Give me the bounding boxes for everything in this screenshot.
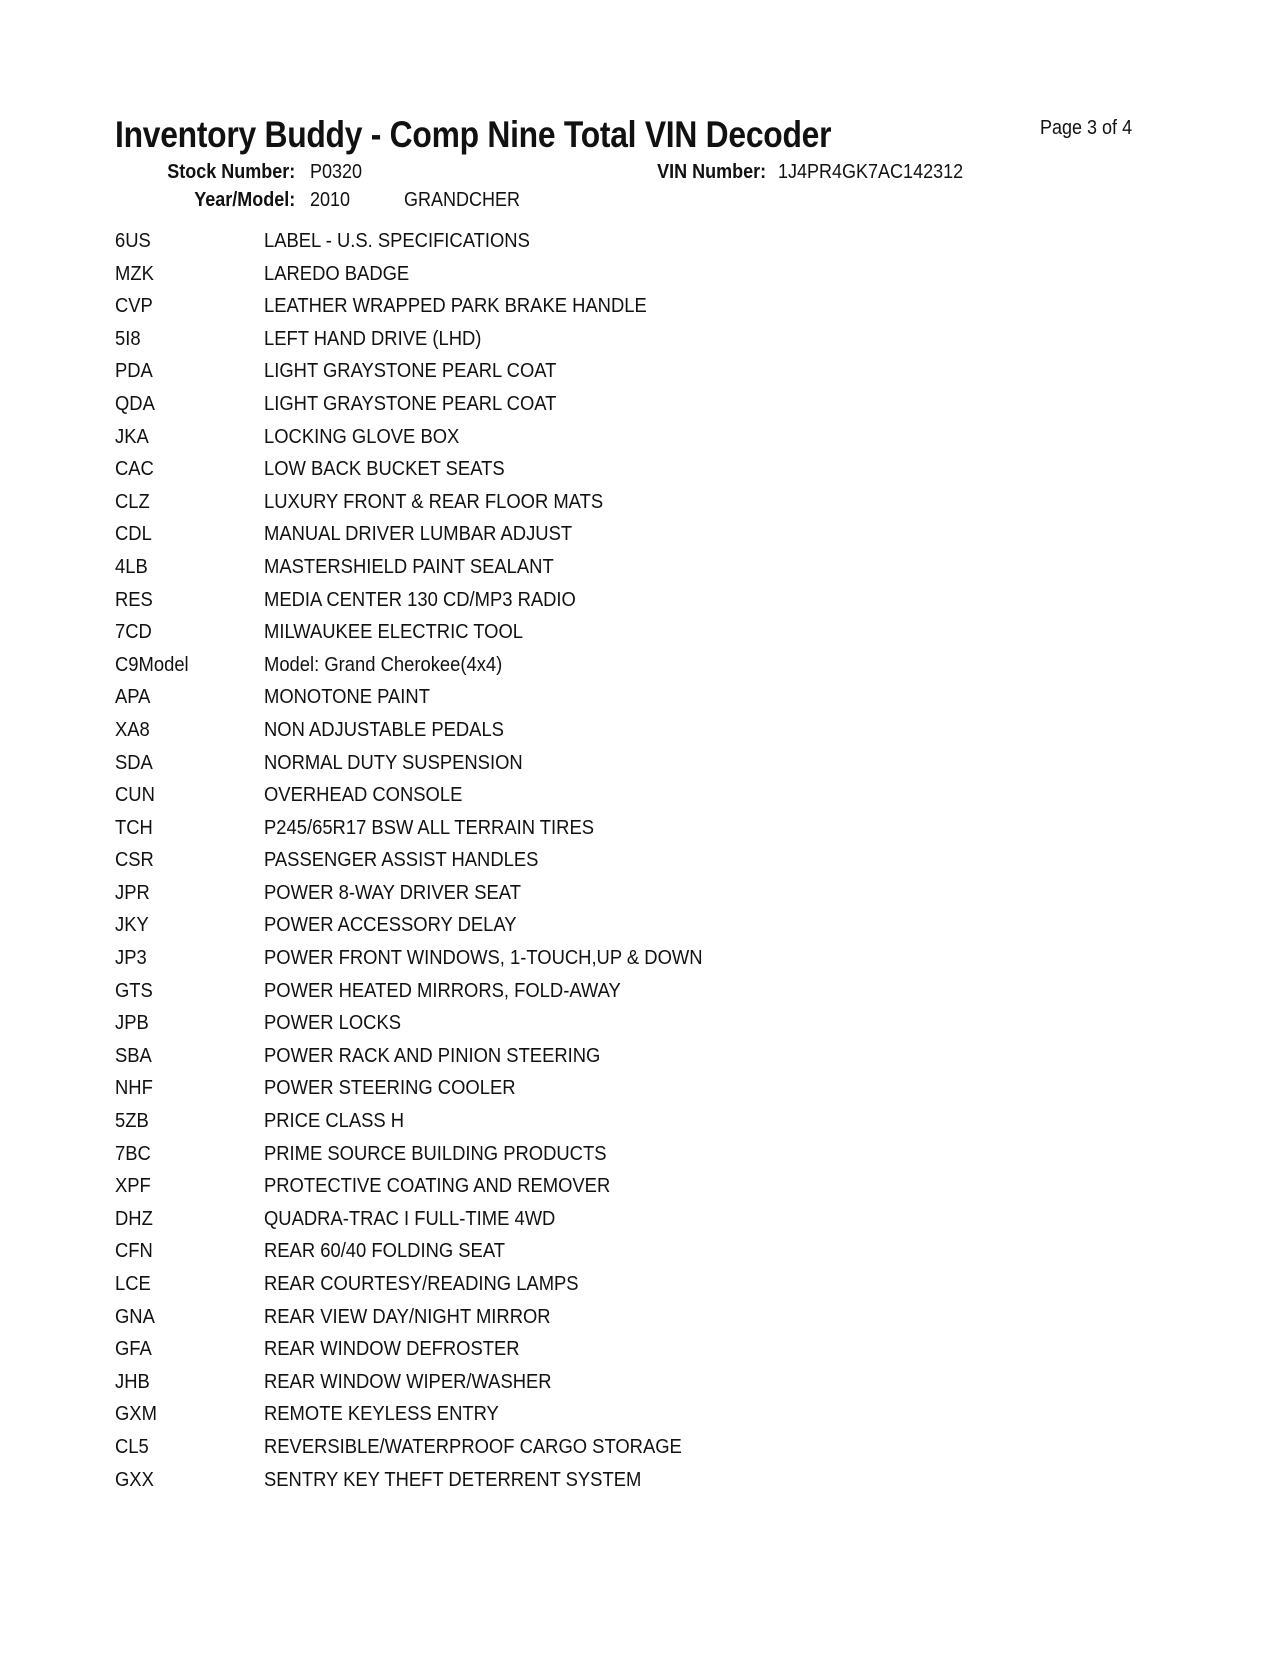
option-code: CVP [115, 295, 153, 318]
page-indicator: Page 3 of 4 [1040, 117, 1133, 139]
option-code: 4LB [115, 555, 148, 578]
option-code: GXX [115, 1468, 154, 1491]
option-description: LIGHT GRAYSTONE PEARL COAT [264, 392, 557, 415]
option-description: REAR COURTESY/READING LAMPS [264, 1273, 579, 1295]
vin-label: VIN Number: [656, 161, 766, 183]
report-title: Inventory Buddy - Comp Nine Total VIN De… [115, 114, 832, 155]
option-code: SBA [115, 1044, 152, 1067]
option-description: POWER ACCESSORY DELAY [264, 914, 517, 937]
option-code: XPF [115, 1175, 151, 1198]
option-code: 5ZB [115, 1110, 149, 1133]
option-code: SDA [115, 751, 153, 774]
option-code: CSR [115, 849, 154, 872]
option-code: APA [115, 686, 151, 709]
option-code: GTS [115, 979, 153, 1002]
option-description: LABEL - U.S. SPECIFICATIONS [264, 230, 530, 252]
option-description: PROTECTIVE COATING AND REMOVER [264, 1175, 611, 1198]
option-description: REAR 60/40 FOLDING SEAT [264, 1240, 505, 1263]
option-code: GNA [115, 1305, 155, 1328]
option-code: JHB [115, 1370, 150, 1393]
option-code: MZK [115, 262, 154, 285]
option-description: LOW BACK BUCKET SEATS [264, 458, 505, 481]
option-description: PRICE CLASS H [264, 1110, 405, 1133]
option-description: POWER 8-WAY DRIVER SEAT [264, 881, 521, 904]
option-description: PRIME SOURCE BUILDING PRODUCTS [264, 1142, 607, 1165]
option-code: JPB [115, 1012, 149, 1035]
option-code: QDA [115, 392, 155, 415]
option-description: LEFT HAND DRIVE (LHD) [264, 327, 482, 350]
option-code: GFA [115, 1338, 152, 1361]
year-model-label: Year/Model: [193, 189, 295, 211]
option-description: PASSENGER ASSIST HANDLES [264, 849, 539, 872]
option-description: MONOTONE PAINT [264, 686, 430, 709]
option-description: POWER FRONT WINDOWS, 1-TOUCH,UP & DOWN [264, 947, 703, 970]
option-description: POWER STEERING COOLER [264, 1077, 516, 1100]
option-code: CLZ [115, 490, 150, 513]
year-value: 2010 [310, 189, 351, 211]
option-code: PDA [115, 360, 153, 383]
option-description: POWER HEATED MIRRORS, FOLD-AWAY [264, 979, 621, 1002]
option-code: NHF [115, 1077, 153, 1100]
option-description: NORMAL DUTY SUSPENSION [264, 751, 523, 774]
option-description: NON ADJUSTABLE PEDALS [264, 718, 504, 741]
option-description: LUXURY FRONT & REAR FLOOR MATS [264, 490, 604, 513]
option-description: POWER RACK AND PINION STEERING [264, 1044, 601, 1067]
option-description: LAREDO BADGE [264, 262, 410, 285]
option-description: REAR VIEW DAY/NIGHT MIRROR [264, 1305, 551, 1328]
option-code: JKA [115, 425, 149, 448]
option-description: LIGHT GRAYSTONE PEARL COAT [264, 360, 557, 383]
option-description: LOCKING GLOVE BOX [264, 425, 460, 448]
option-description: Model: Grand Cherokee(4x4) [264, 653, 503, 676]
option-code: C9Model [115, 653, 189, 676]
option-code: 7BC [115, 1142, 151, 1165]
option-code: CUN [115, 784, 155, 807]
option-code: TCH [115, 816, 153, 839]
option-code: DHZ [115, 1207, 153, 1230]
option-description: SENTRY KEY THEFT DETERRENT SYSTEM [264, 1468, 642, 1491]
option-code: LCE [115, 1273, 151, 1295]
stock-number-label: Stock Number: [166, 161, 295, 183]
option-description: REMOTE KEYLESS ENTRY [264, 1403, 499, 1426]
option-code: XA8 [115, 718, 150, 741]
option-description: MANUAL DRIVER LUMBAR ADJUST [264, 523, 573, 546]
option-description: LEATHER WRAPPED PARK BRAKE HANDLE [264, 295, 647, 318]
option-description: QUADRA-TRAC I FULL-TIME 4WD [264, 1207, 556, 1230]
option-code: CDL [115, 523, 152, 546]
option-description: OVERHEAD CONSOLE [264, 784, 463, 807]
option-description: REAR WINDOW DEFROSTER [264, 1338, 520, 1361]
option-description: REAR WINDOW WIPER/WASHER [264, 1370, 552, 1393]
option-code: 6US [115, 230, 151, 252]
option-code: JKY [115, 914, 149, 937]
option-description: MASTERSHIELD PAINT SEALANT [264, 555, 554, 578]
option-code: CAC [115, 458, 154, 481]
option-code: 5I8 [115, 327, 141, 350]
option-code: CFN [115, 1240, 153, 1263]
option-code: 7CD [115, 621, 152, 644]
model-value: GRANDCHER [404, 189, 521, 211]
option-description: REVERSIBLE/WATERPROOF CARGO STORAGE [264, 1435, 682, 1458]
option-code: JP3 [115, 947, 147, 970]
option-code: RES [115, 588, 153, 611]
option-code: CL5 [115, 1435, 149, 1458]
option-description: POWER LOCKS [264, 1012, 402, 1035]
option-code: GXM [115, 1403, 157, 1426]
vin-value: 1J4PR4GK7AC142312 [778, 161, 964, 183]
stock-number-value: P0320 [310, 161, 363, 183]
option-code: JPR [115, 881, 150, 904]
option-description: MILWAUKEE ELECTRIC TOOL [264, 621, 524, 644]
option-description: P245/65R17 BSW ALL TERRAIN TIRES [264, 816, 594, 839]
option-description: MEDIA CENTER 130 CD/MP3 RADIO [264, 588, 576, 611]
